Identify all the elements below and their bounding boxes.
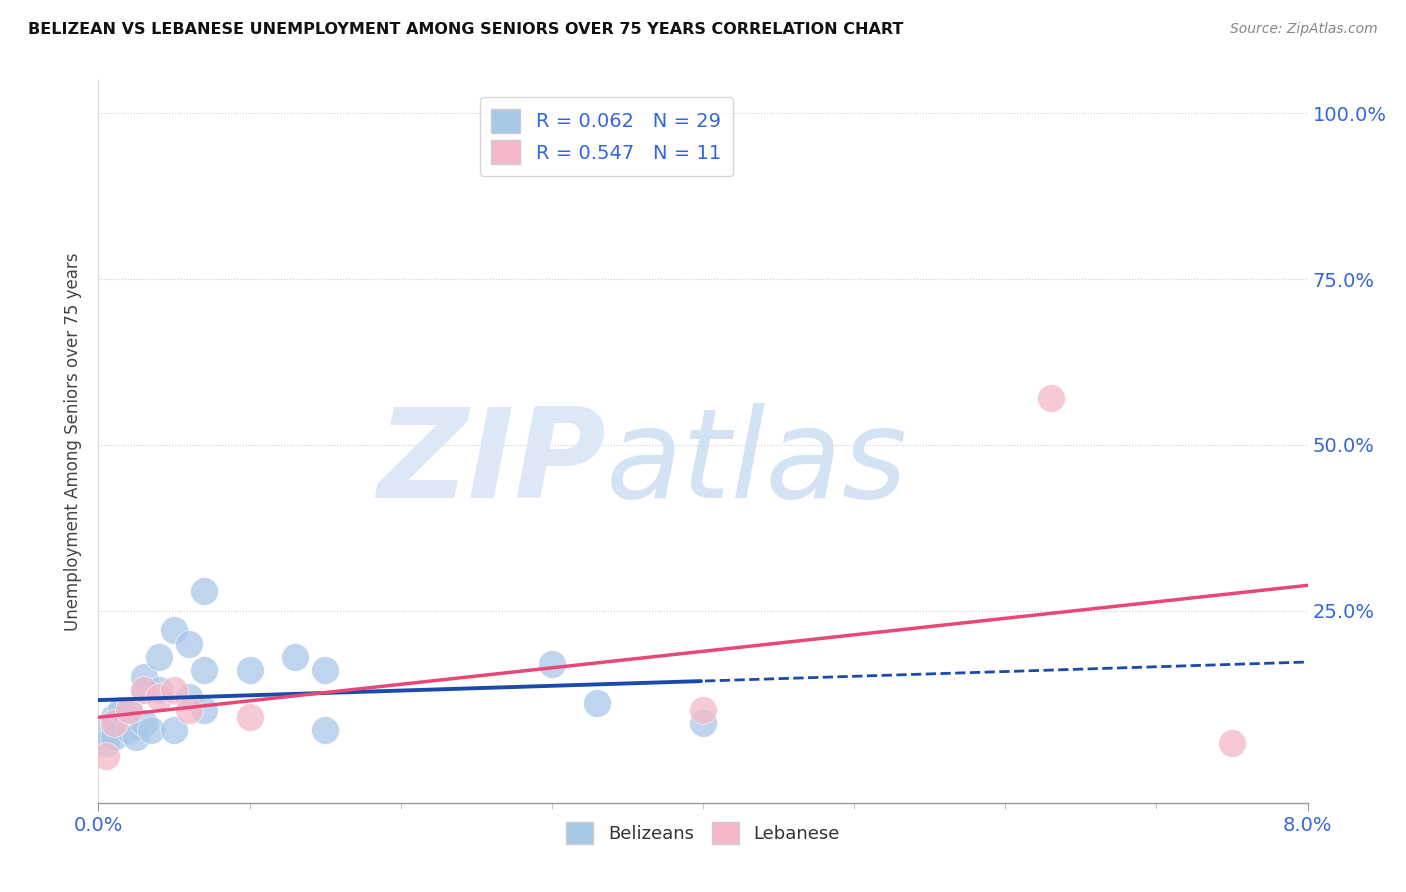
Text: atlas: atlas [606,402,908,524]
Point [540,657,562,671]
Point [94,736,117,750]
Point [193,663,215,677]
Point [163,624,186,638]
Point [94,723,117,737]
Point [1039,392,1062,406]
Point [1220,736,1243,750]
Point [239,663,262,677]
Point [193,583,215,598]
Y-axis label: Unemployment Among Seniors over 75 years: Unemployment Among Seniors over 75 years [65,252,83,631]
Point [179,690,201,704]
Point [132,683,155,698]
Point [125,730,148,744]
Text: BELIZEAN VS LEBANESE UNEMPLOYMENT AMONG SENIORS OVER 75 YEARS CORRELATION CHART: BELIZEAN VS LEBANESE UNEMPLOYMENT AMONG … [28,22,904,37]
Point [132,683,155,698]
Point [118,703,141,717]
Point [103,716,125,731]
Text: ZIP: ZIP [378,402,606,524]
Point [179,637,201,651]
Point [692,703,714,717]
Point [163,683,186,698]
Point [148,650,170,665]
Point [103,730,125,744]
Point [284,650,307,665]
Point [148,683,170,698]
Text: Source: ZipAtlas.com: Source: ZipAtlas.com [1230,22,1378,37]
Point [179,703,201,717]
Point [118,703,141,717]
Point [132,670,155,684]
Point [314,723,336,737]
Point [141,723,163,737]
Point [118,723,141,737]
Point [132,716,155,731]
Point [148,690,170,704]
Point [163,723,186,737]
Point [110,703,132,717]
Point [103,709,125,723]
Point [239,709,262,723]
Legend: Belizeans, Lebanese: Belizeans, Lebanese [560,815,846,852]
Point [94,749,117,764]
Point [692,716,714,731]
Point [314,663,336,677]
Point [193,703,215,717]
Point [586,697,609,711]
Point [103,716,125,731]
